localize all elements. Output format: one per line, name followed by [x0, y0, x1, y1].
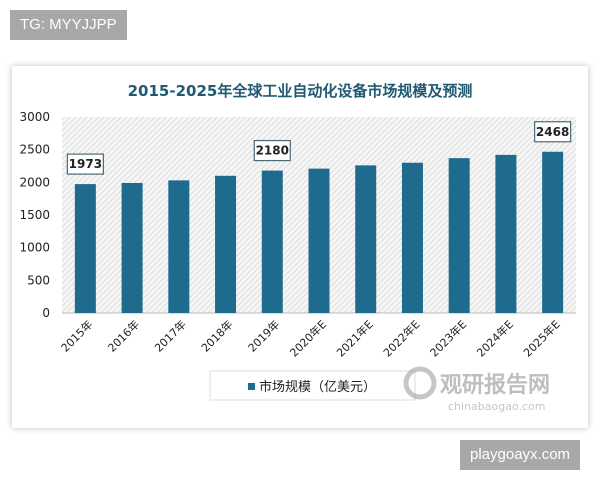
x-tick-label: 2017年	[151, 317, 188, 354]
legend-label: 市场规模（亿美元）	[259, 379, 376, 395]
svg-text:观研报告网: 观研报告网	[440, 373, 550, 398]
bar	[495, 154, 517, 313]
bar	[355, 165, 377, 313]
x-tick-label: 2021年E	[333, 317, 375, 359]
legend: 市场规模（亿美元）	[209, 370, 416, 401]
y-tick-label: 3000	[19, 110, 50, 124]
x-tick-label: 2022年E	[380, 317, 422, 359]
x-tick-label: 2025年E	[520, 317, 562, 359]
bar	[74, 184, 96, 313]
data-label-box	[534, 121, 572, 143]
bar	[215, 175, 237, 313]
y-tick-label: 0	[42, 306, 50, 320]
bar	[308, 168, 330, 313]
y-tick-label: 2500	[19, 143, 50, 157]
x-tick-label: 2018年	[198, 317, 235, 354]
bar	[168, 180, 190, 313]
y-tick-label: 1500	[19, 208, 50, 222]
bar	[542, 151, 564, 313]
bottom-right-tag: playgoayx.com	[460, 440, 581, 470]
x-tick-label: 2020年E	[287, 317, 329, 359]
x-tick-label: 2015年	[58, 317, 95, 354]
bar	[401, 162, 423, 313]
x-tick-label: 2024年E	[474, 317, 516, 359]
x-tick-label: 2019年	[245, 317, 282, 354]
bar	[261, 170, 283, 313]
data-label: 2468	[536, 125, 569, 139]
y-tick-label: 2000	[19, 175, 50, 189]
legend-swatch	[248, 383, 255, 390]
data-label: 1973	[69, 157, 102, 171]
data-label-box	[253, 139, 291, 162]
y-tick-label: 1000	[19, 241, 50, 255]
bar	[448, 158, 470, 313]
data-label-box	[66, 153, 104, 175]
x-tick-label: 2016年	[105, 317, 142, 354]
x-tick-label: 2023年E	[427, 317, 469, 359]
data-label: 2180	[256, 144, 289, 158]
watermark-logo: 观研报告网 chinabaogao.com	[403, 366, 550, 413]
chart-title: 2015-2025年全球工业自动化设备市场规模及预测	[128, 82, 473, 100]
svg-text:chinabaogao.com: chinabaogao.com	[448, 400, 546, 413]
bar	[121, 182, 143, 313]
y-tick-label: 500	[27, 273, 50, 287]
top-left-tag: TG: MYYJJPP	[10, 10, 127, 40]
